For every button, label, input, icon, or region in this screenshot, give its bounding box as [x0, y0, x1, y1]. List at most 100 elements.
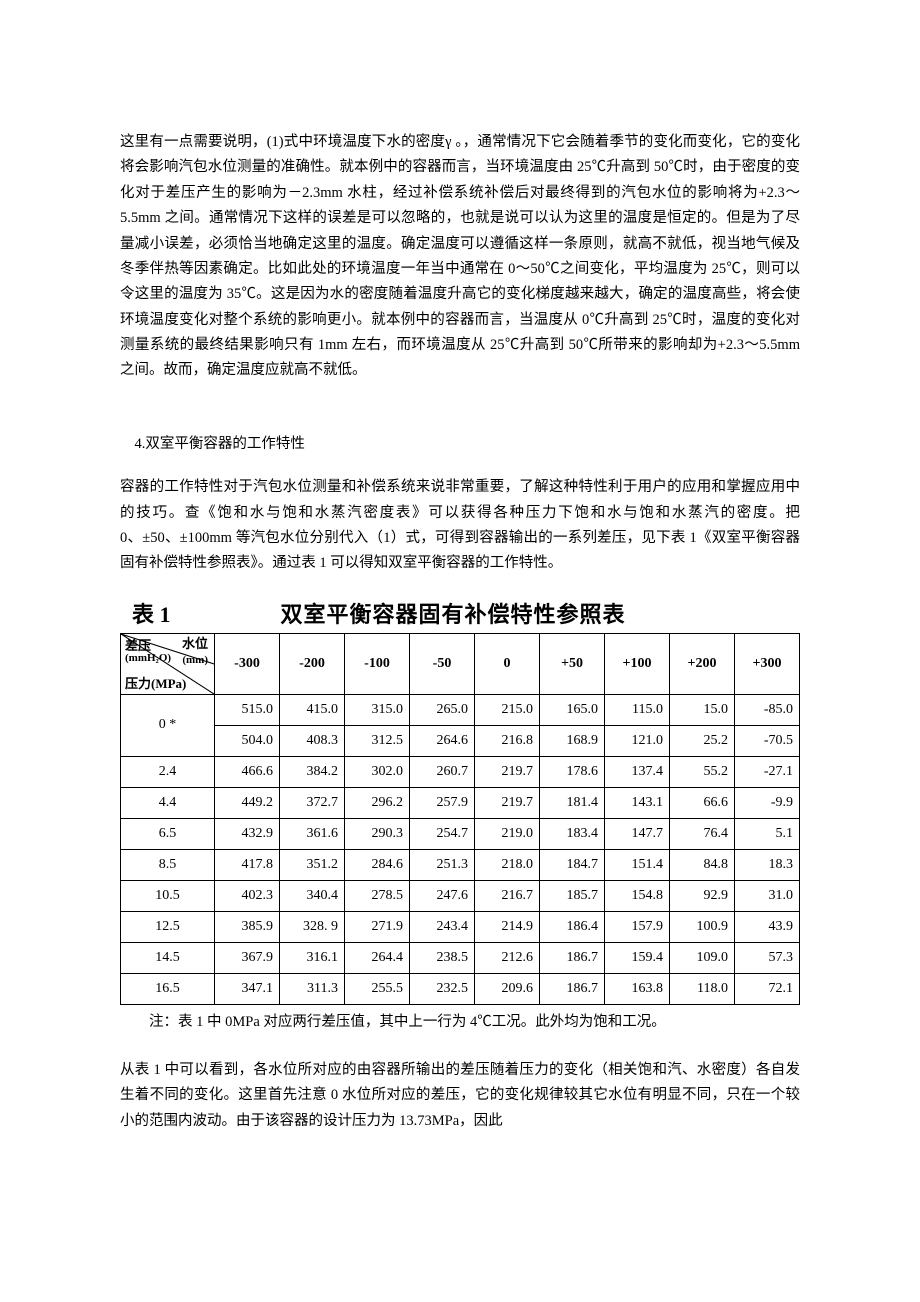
- data-cell: 255.5: [345, 973, 410, 1004]
- data-cell: 214.9: [475, 911, 540, 942]
- section-heading: 4.双室平衡容器的工作特性: [120, 432, 800, 457]
- data-cell: 118.0: [670, 973, 735, 1004]
- data-cell: 18.3: [735, 849, 800, 880]
- data-cell: 351.2: [280, 849, 345, 880]
- data-cell: 151.4: [605, 849, 670, 880]
- data-cell: 311.3: [280, 973, 345, 1004]
- data-cell: 515.0: [215, 694, 280, 725]
- data-cell: 302.0: [345, 756, 410, 787]
- data-cell: 184.7: [540, 849, 605, 880]
- data-cell: 216.7: [475, 880, 540, 911]
- data-cell: 219.0: [475, 818, 540, 849]
- data-cell: 159.4: [605, 942, 670, 973]
- document-page: 这里有一点需要说明，(1)式中环境温度下水的密度γ 。，通常情况下它会随着季节的…: [0, 0, 920, 1234]
- data-cell: 168.9: [540, 725, 605, 756]
- col-head: -50: [410, 633, 475, 694]
- row-head: 8.5: [121, 849, 215, 880]
- data-cell: 185.7: [540, 880, 605, 911]
- data-cell: -70.5: [735, 725, 800, 756]
- data-cell: 284.6: [345, 849, 410, 880]
- data-cell: 361.6: [280, 818, 345, 849]
- data-cell: 57.3: [735, 942, 800, 973]
- col-head: +100: [605, 633, 670, 694]
- data-cell: 328. 9: [280, 911, 345, 942]
- data-cell: 215.0: [475, 694, 540, 725]
- data-cell: 315.0: [345, 694, 410, 725]
- data-cell: 384.2: [280, 756, 345, 787]
- data-cell: 449.2: [215, 787, 280, 818]
- data-cell: 340.4: [280, 880, 345, 911]
- diag-label-pressure: 压力(MPa): [125, 676, 186, 692]
- data-cell: 264.6: [410, 725, 475, 756]
- data-cell: 265.0: [410, 694, 475, 725]
- data-cell: 219.7: [475, 756, 540, 787]
- data-cell: -9.9: [735, 787, 800, 818]
- data-cell: 84.8: [670, 849, 735, 880]
- table-row: 4.4449.2372.7296.2257.9219.7181.4143.166…: [121, 787, 800, 818]
- data-cell: -27.1: [735, 756, 800, 787]
- data-cell: 271.9: [345, 911, 410, 942]
- data-cell: 278.5: [345, 880, 410, 911]
- table-label: 表 1: [132, 597, 171, 629]
- col-head: -300: [215, 633, 280, 694]
- data-cell: 296.2: [345, 787, 410, 818]
- data-cell: 181.4: [540, 787, 605, 818]
- data-cell: 432.9: [215, 818, 280, 849]
- data-cell: 109.0: [670, 942, 735, 973]
- row-head: 0 *: [121, 694, 215, 756]
- data-cell: 218.0: [475, 849, 540, 880]
- data-cell: 232.5: [410, 973, 475, 1004]
- data-cell: 264.4: [345, 942, 410, 973]
- data-cell: 466.6: [215, 756, 280, 787]
- data-cell: 238.5: [410, 942, 475, 973]
- data-cell: 504.0: [215, 725, 280, 756]
- data-cell: 100.9: [670, 911, 735, 942]
- data-cell: 157.9: [605, 911, 670, 942]
- table-row: 12.5385.9328. 9271.9243.4214.9186.4157.9…: [121, 911, 800, 942]
- data-cell: 417.8: [215, 849, 280, 880]
- data-cell: 212.6: [475, 942, 540, 973]
- data-cell: 5.1: [735, 818, 800, 849]
- row-head: 6.5: [121, 818, 215, 849]
- data-cell: 415.0: [280, 694, 345, 725]
- table-row: 10.5402.3340.4278.5247.6216.7185.7154.89…: [121, 880, 800, 911]
- data-cell: 92.9: [670, 880, 735, 911]
- data-cell: 165.0: [540, 694, 605, 725]
- data-cell: 219.7: [475, 787, 540, 818]
- data-cell: 147.7: [605, 818, 670, 849]
- data-cell: 143.1: [605, 787, 670, 818]
- col-head: +300: [735, 633, 800, 694]
- data-cell: 257.9: [410, 787, 475, 818]
- data-cell: 243.4: [410, 911, 475, 942]
- data-cell: 347.1: [215, 973, 280, 1004]
- data-cell: 72.1: [735, 973, 800, 1004]
- data-cell: 154.8: [605, 880, 670, 911]
- table-header-row: 差压 水位 (mm) (mmH₂O) 压力(MPa) -300 -200 -10…: [121, 633, 800, 694]
- data-cell: 260.7: [410, 756, 475, 787]
- data-cell: 55.2: [670, 756, 735, 787]
- row-head: 4.4: [121, 787, 215, 818]
- row-head: 2.4: [121, 756, 215, 787]
- row-head: 14.5: [121, 942, 215, 973]
- data-cell: 186.7: [540, 942, 605, 973]
- data-cell: 254.7: [410, 818, 475, 849]
- data-cell: 137.4: [605, 756, 670, 787]
- data-cell: 186.7: [540, 973, 605, 1004]
- diag-header-cell: 差压 水位 (mm) (mmH₂O) 压力(MPa): [121, 633, 215, 694]
- row-head: 16.5: [121, 973, 215, 1004]
- col-head: 0: [475, 633, 540, 694]
- row-head: 12.5: [121, 911, 215, 942]
- data-cell: 115.0: [605, 694, 670, 725]
- data-cell: 408.3: [280, 725, 345, 756]
- col-head: +50: [540, 633, 605, 694]
- col-head: -200: [280, 633, 345, 694]
- table-row: 14.5367.9316.1264.4238.5212.6186.7159.41…: [121, 942, 800, 973]
- data-cell: 385.9: [215, 911, 280, 942]
- data-cell: 186.4: [540, 911, 605, 942]
- table-row: 2.4466.6384.2302.0260.7219.7178.6137.455…: [121, 756, 800, 787]
- data-cell: 15.0: [670, 694, 735, 725]
- data-cell: 316.1: [280, 942, 345, 973]
- row-head: 10.5: [121, 880, 215, 911]
- table-caption: 双室平衡容器固有补偿特性参照表: [281, 597, 626, 629]
- data-cell: 43.9: [735, 911, 800, 942]
